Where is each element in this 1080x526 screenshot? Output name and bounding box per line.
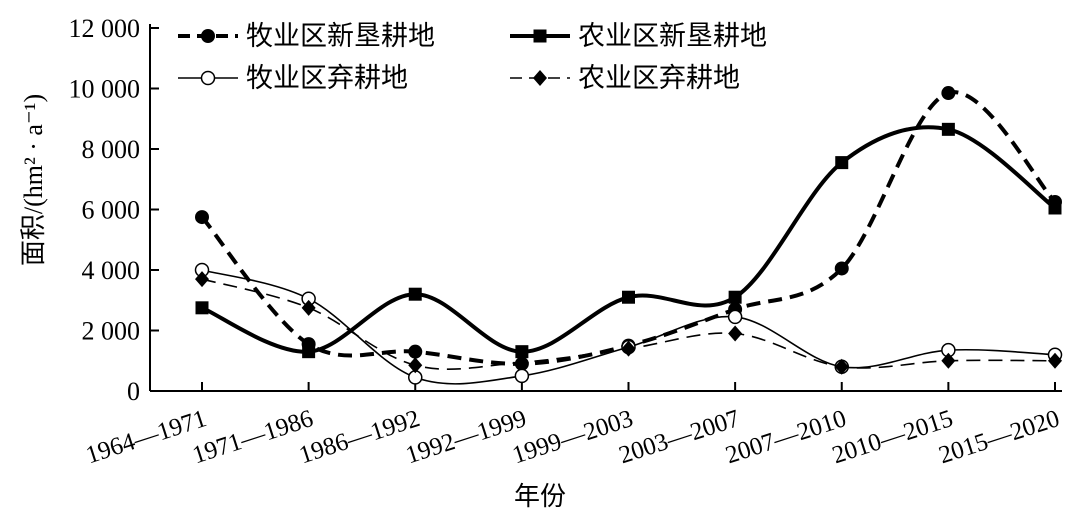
- series-4-point: [834, 358, 849, 375]
- series-2-point: [728, 290, 742, 304]
- x-tick-label: 2007—2010: [722, 405, 849, 469]
- x-tick-label: 1986—1992: [296, 405, 423, 469]
- series-2-point: [941, 122, 955, 136]
- series-2-point: [835, 156, 849, 170]
- series-4-point: [621, 340, 636, 357]
- series-4-point: [1048, 352, 1062, 369]
- series-1-point: [834, 261, 849, 276]
- x-tick-label: 1992—1999: [403, 405, 530, 469]
- series-1-point: [941, 86, 956, 101]
- series-line-1: [200, 90, 1057, 366]
- series-4-point: [195, 271, 209, 288]
- x-tick-label: 1999—2003: [509, 405, 636, 469]
- legend-label: 牧业区新垦耕地: [246, 21, 435, 52]
- y-axis-label: 面积/(hm² · a⁻¹): [19, 94, 48, 266]
- y-tick-label: 6 000: [82, 196, 141, 225]
- legend-label: 农业区新垦耕地: [578, 21, 767, 52]
- x-tick-label: 2015—2020: [936, 405, 1063, 469]
- series-1-point: [195, 210, 209, 225]
- series-2-point: [195, 301, 209, 315]
- y-tick-label: 8 000: [82, 135, 141, 164]
- series-4-point: [941, 352, 956, 369]
- series-line-3: [201, 269, 1056, 385]
- y-tick-label: 0: [127, 377, 140, 406]
- x-axis-label: 年份: [514, 482, 566, 512]
- series-1-point: [408, 344, 423, 359]
- legend-marker: [201, 29, 215, 43]
- legend-marker: [533, 29, 547, 43]
- series-markers: [194, 86, 1063, 385]
- series-3-point: [514, 368, 530, 384]
- x-tick-label: 2010—2015: [829, 405, 956, 469]
- x-tick-label: 1964—1971: [83, 405, 210, 469]
- legend-marker: [200, 70, 216, 86]
- series-2-point: [302, 345, 316, 359]
- series-2-point: [622, 290, 635, 304]
- legend-label: 牧业区弃耕地: [246, 63, 408, 94]
- y-tick-label: 10 000: [69, 75, 141, 104]
- series-4-point: [408, 357, 423, 374]
- series-4-point: [728, 325, 743, 342]
- y-tick-label: 4 000: [82, 256, 141, 285]
- series-4-point: [301, 299, 316, 316]
- series-2-point: [515, 345, 529, 359]
- series-3-point: [727, 309, 743, 325]
- axes: 0 2 000 4 000 6 000 8 000 10 000 12 000 1964—19…: [69, 14, 1063, 469]
- y-tick-label: 12 000: [69, 14, 141, 43]
- legend-label: 农业区弃耕地: [578, 63, 740, 94]
- series-4-point: [514, 354, 529, 371]
- legend-marker: [533, 70, 547, 86]
- series-2-point: [1048, 201, 1062, 215]
- x-tick-label: 2003—2007: [616, 405, 743, 469]
- series-2-point: [408, 287, 422, 301]
- y-tick-label: 2 000: [82, 317, 141, 346]
- x-tick-label: 1971—1986: [189, 405, 316, 469]
